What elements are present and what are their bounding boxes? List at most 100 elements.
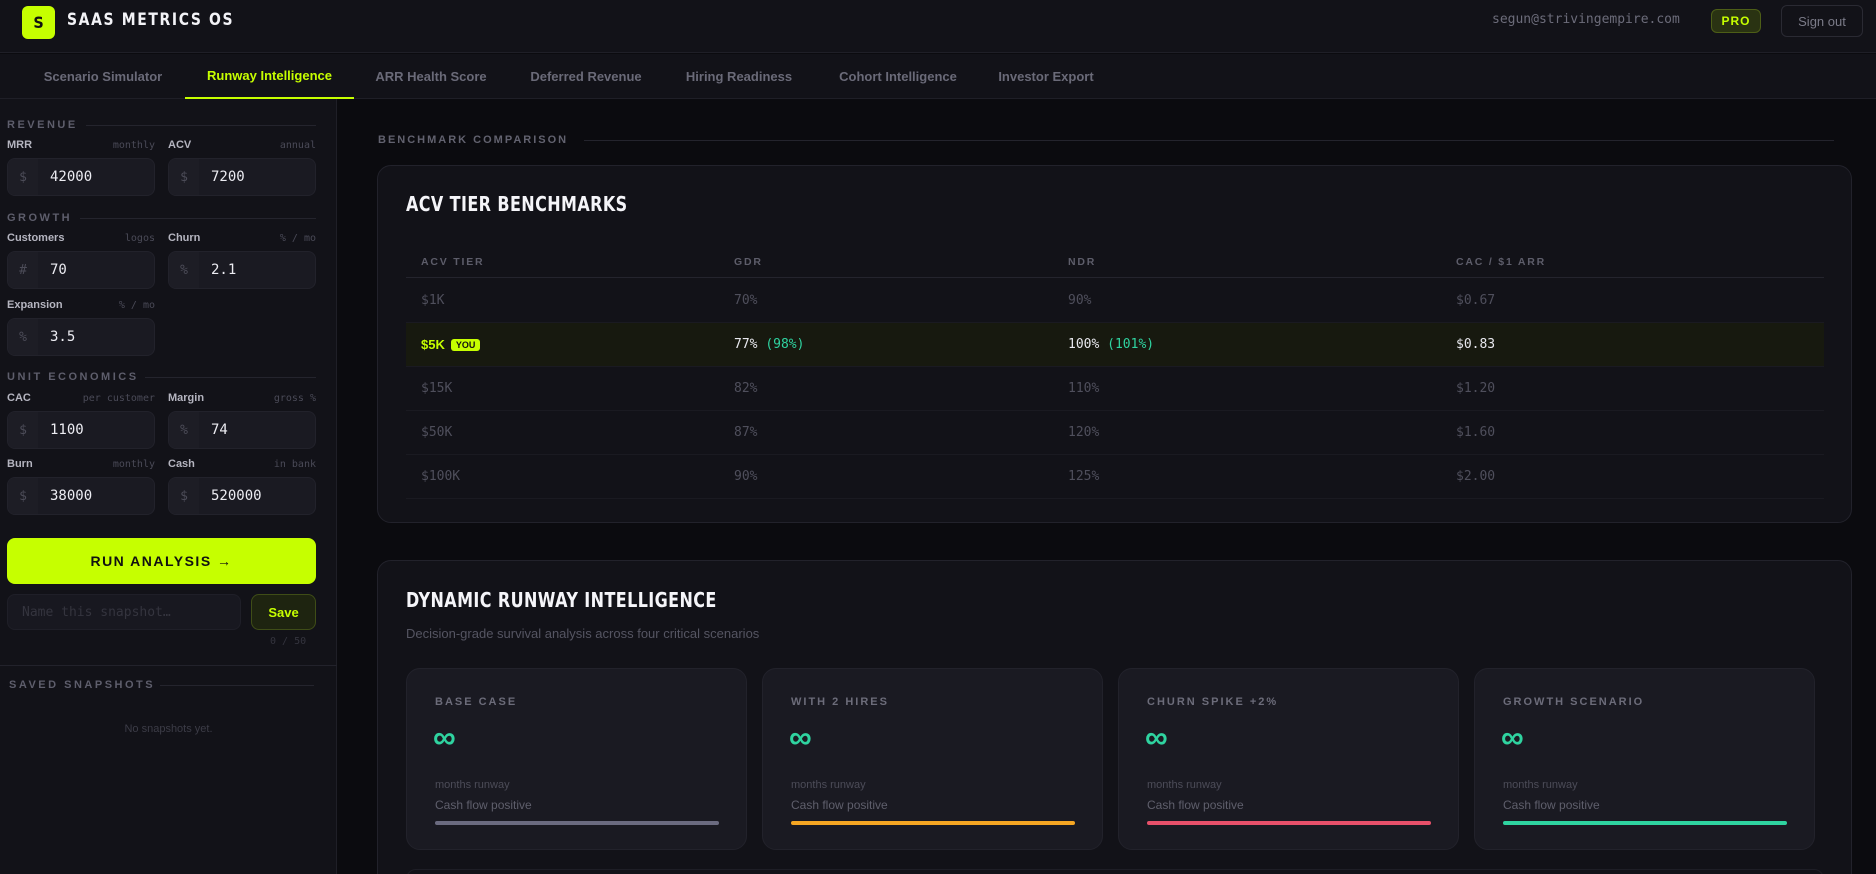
column-header: NDR <box>1068 256 1097 268</box>
acv-label: ACV <box>168 139 192 151</box>
card-title: ACV TIER BENCHMARKS <box>406 192 628 216</box>
ndr-cell: 100% (101%) <box>1068 337 1154 352</box>
margin-input[interactable]: % 74 <box>168 411 316 449</box>
customers-value: 70 <box>50 262 67 278</box>
churn-hint: % / mo <box>279 233 316 244</box>
cac-cell: $0.83 <box>1456 337 1496 352</box>
card-subtitle: Decision-grade survival analysis across … <box>406 626 760 641</box>
gdr-cell: 87% <box>734 425 758 440</box>
user-email: segun@strivingempire.com <box>1492 12 1680 27</box>
margin-hint: gross % <box>273 393 316 404</box>
scenario-card-base-case: BASE CASE ∞ months runway Cash flow posi… <box>406 668 747 850</box>
app-title: SAAS METRICS OS <box>67 10 235 30</box>
scenario-title: WITH 2 HIRES <box>791 696 889 708</box>
scenario-progress-bar <box>791 821 1075 825</box>
scenario-unit: months runway <box>791 779 866 791</box>
acv-benchmarks-card: ACV TIER BENCHMARKS ACV TIER GDR NDR CAC… <box>377 165 1852 523</box>
ndr-cell: 120% <box>1068 425 1100 440</box>
scenario-unit: months runway <box>1147 779 1222 791</box>
ndr-value: 100% <box>1068 337 1100 352</box>
mrr-input[interactable]: $ 42000 <box>7 158 155 196</box>
expansion-input[interactable]: % 3.5 <box>7 318 155 356</box>
logo-icon: S <box>22 6 55 39</box>
main-content: BENCHMARK COMPARISON ACV TIER BENCHMARKS… <box>338 99 1876 874</box>
infinity-icon: ∞ <box>1501 719 1524 755</box>
char-count: 0 / 50 <box>270 636 307 647</box>
scenario-card-with-2-hires: WITH 2 HIRES ∞ months runway Cash flow p… <box>762 668 1103 850</box>
mrr-value: 42000 <box>50 169 93 185</box>
tab-investor-export[interactable]: Investor Export <box>998 69 1094 84</box>
cac-hint: per customer <box>82 393 155 404</box>
benchmark-section-label: BENCHMARK COMPARISON <box>378 134 569 146</box>
tab-runway-intelligence[interactable]: Runway Intelligence <box>185 54 354 99</box>
scenario-title: CHURN SPIKE +2% <box>1147 696 1279 708</box>
ndr-cell: 110% <box>1068 381 1100 396</box>
scenario-status: Cash flow positive <box>435 798 532 812</box>
scenario-status: Cash flow positive <box>791 798 888 812</box>
churn-input[interactable]: % 2.1 <box>168 251 316 289</box>
empty-snapshots-message: No snapshots yet. <box>124 723 213 735</box>
burn-label: Burn <box>7 458 33 470</box>
plan-badge: PRO <box>1711 9 1761 33</box>
top-bar: S SAAS METRICS OS segun@strivingempire.c… <box>0 0 1876 53</box>
divider <box>86 125 316 126</box>
scenario-progress-bar <box>1147 821 1431 825</box>
cac-cell: $1.20 <box>1456 381 1496 396</box>
infinity-icon: ∞ <box>789 719 812 755</box>
table-row: $1K 70% 90% $0.67 <box>406 279 1824 323</box>
dollar-icon: $ <box>8 478 38 514</box>
tab-cohort-intelligence[interactable]: Cohort Intelligence <box>839 69 957 84</box>
you-badge: YOU <box>450 339 481 351</box>
scenario-card-churn-spike: CHURN SPIKE +2% ∞ months runway Cash flo… <box>1118 668 1459 850</box>
divider <box>160 685 314 686</box>
snapshot-name-input[interactable]: Name this snapshot… <box>7 594 241 630</box>
table-row-you: $5K YOU 77% (98%) 100% (101%) $0.83 <box>406 323 1824 367</box>
scenario-progress-bar <box>1503 821 1787 825</box>
save-snapshot-button[interactable]: Save <box>251 594 316 630</box>
sign-out-button[interactable]: Sign out <box>1781 5 1863 37</box>
divider <box>80 218 316 219</box>
scenario-status: Cash flow positive <box>1503 798 1600 812</box>
column-header: ACV TIER <box>421 256 485 268</box>
column-header: CAC / $1 ARR <box>1456 256 1547 268</box>
cac-label: CAC <box>7 392 31 404</box>
table-row: $50K 87% 120% $1.60 <box>406 411 1824 455</box>
tab-arr-health-score[interactable]: ARR Health Score <box>375 69 487 84</box>
tab-scenario-simulator[interactable]: Scenario Simulator <box>43 69 163 84</box>
ndr-cell: 90% <box>1068 293 1092 308</box>
expansion-value: 3.5 <box>50 329 76 345</box>
column-header: GDR <box>734 256 763 268</box>
acv-value: 7200 <box>211 169 245 185</box>
tier-cell: $50K <box>421 425 453 440</box>
margin-value: 74 <box>211 422 228 438</box>
tier-value: $5K <box>421 337 445 352</box>
mrr-hint: monthly <box>112 140 155 151</box>
scenario-unit: months runway <box>1503 779 1578 791</box>
tab-hiring-readiness[interactable]: Hiring Readiness <box>685 69 793 84</box>
cac-input[interactable]: $ 1100 <box>7 411 155 449</box>
section-growth: GROWTH <box>7 212 73 224</box>
mrr-label: MRR <box>7 139 33 151</box>
runway-detail-panel <box>406 869 1824 874</box>
churn-value: 2.1 <box>211 262 237 278</box>
acv-input[interactable]: $ 7200 <box>168 158 316 196</box>
expansion-label: Expansion <box>7 299 63 311</box>
tier-cell: $100K <box>421 469 461 484</box>
cash-input[interactable]: $ 520000 <box>168 477 316 515</box>
expansion-hint: % / mo <box>118 300 155 311</box>
section-saved-snapshots: SAVED SNAPSHOTS <box>9 679 156 691</box>
scenario-title: GROWTH SCENARIO <box>1503 696 1645 708</box>
gdr-cell: 82% <box>734 381 758 396</box>
run-analysis-button[interactable]: RUN ANALYSIS → <box>7 538 316 584</box>
cac-value: 1100 <box>50 422 84 438</box>
cac-cell: $0.67 <box>1456 293 1496 308</box>
ndr-cell: 125% <box>1068 469 1100 484</box>
divider <box>0 665 337 666</box>
divider <box>584 140 1834 141</box>
margin-label: Margin <box>168 392 205 404</box>
burn-input[interactable]: $ 38000 <box>7 477 155 515</box>
section-unit-economics: UNIT ECONOMICS <box>7 371 139 383</box>
gdr-cell: 77% (98%) <box>734 337 804 352</box>
customers-input[interactable]: # 70 <box>7 251 155 289</box>
tab-deferred-revenue[interactable]: Deferred Revenue <box>530 69 642 84</box>
